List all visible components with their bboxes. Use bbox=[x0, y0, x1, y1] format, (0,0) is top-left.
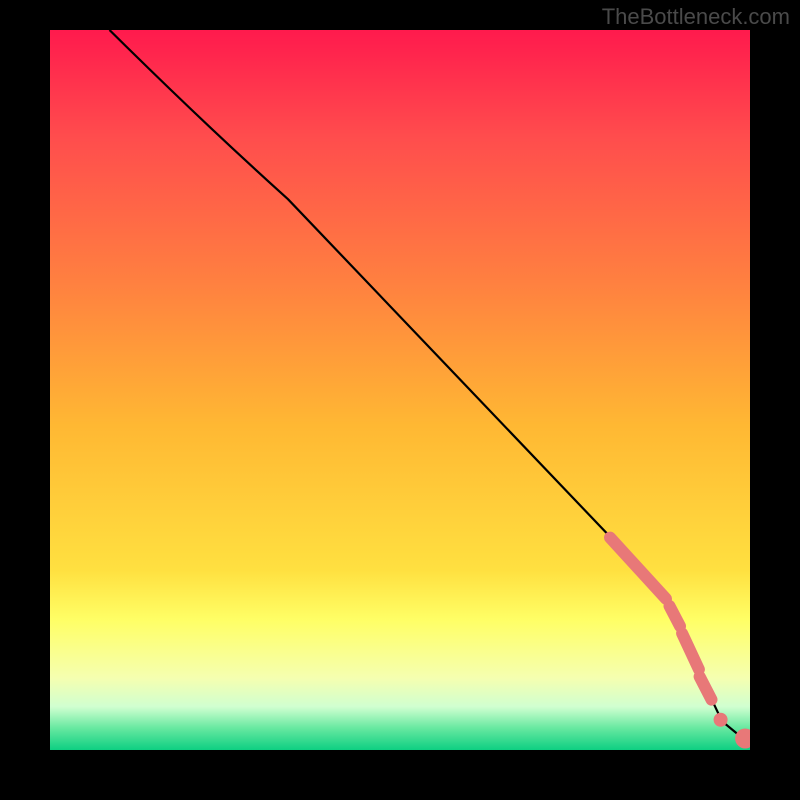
marker-segment bbox=[610, 538, 666, 599]
marker-segment bbox=[670, 606, 681, 626]
marker-segment bbox=[700, 677, 712, 700]
chart-plot-area bbox=[50, 30, 750, 750]
bottleneck-curve bbox=[110, 30, 744, 738]
marker-segment bbox=[682, 633, 699, 669]
marker-dot bbox=[714, 713, 728, 727]
chart-svg-overlay bbox=[50, 30, 750, 750]
marker-dot bbox=[735, 728, 750, 748]
watermark-text: TheBottleneck.com bbox=[602, 4, 790, 30]
data-marker-group bbox=[610, 538, 750, 749]
